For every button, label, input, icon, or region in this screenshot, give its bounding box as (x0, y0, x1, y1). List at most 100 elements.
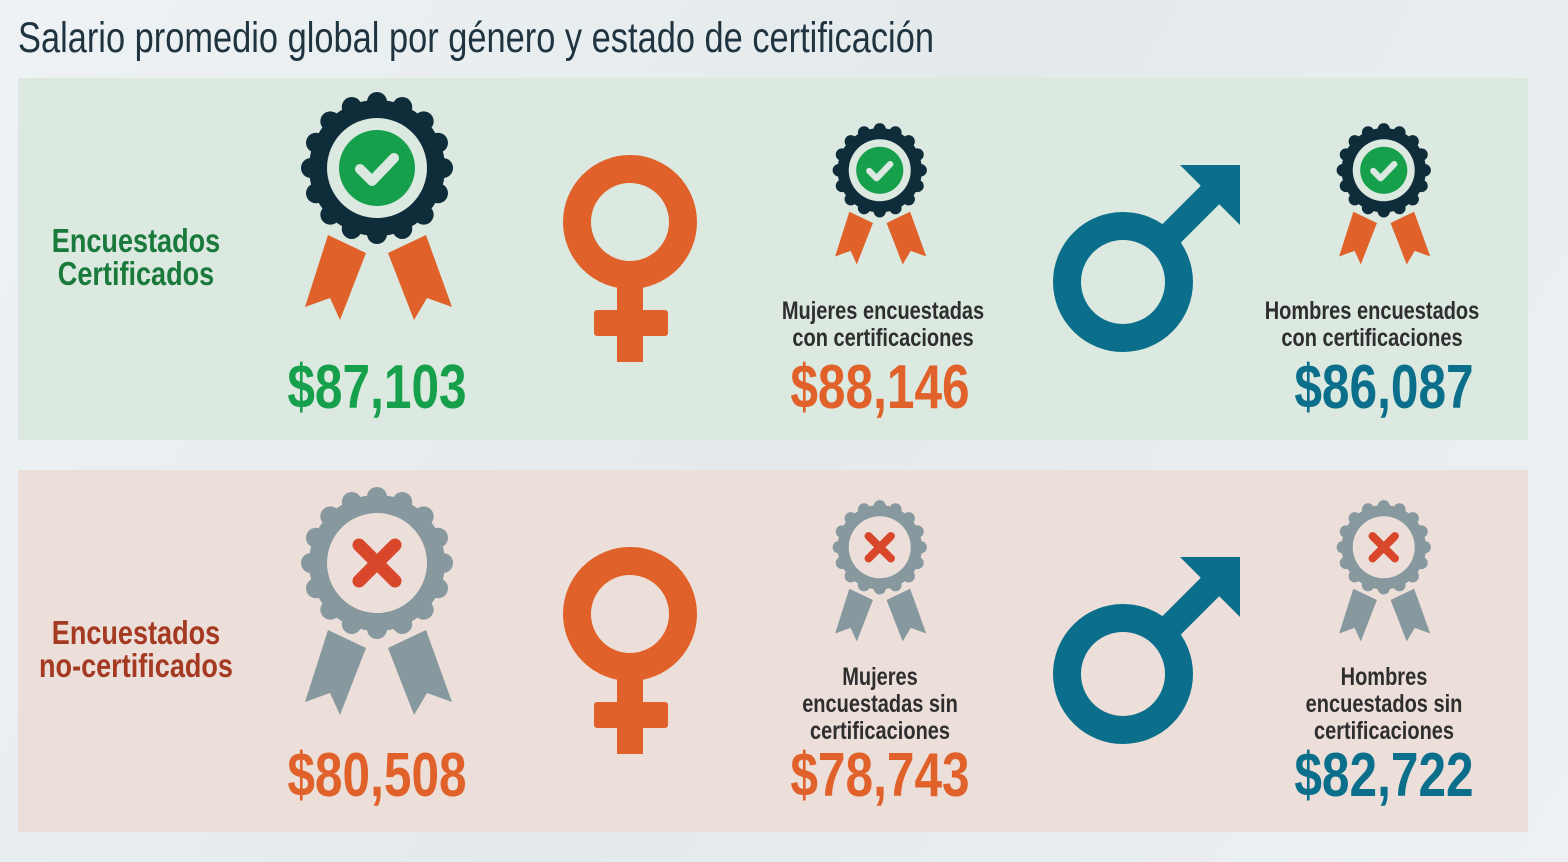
non-certified-row-label: Encuestados no-certificados (39, 616, 233, 682)
rosette-scallop (844, 569, 858, 583)
women-non-certified-description: Mujeres encuestadas sin certificaciones (802, 664, 958, 745)
non-certified-overall-salary: $80,508 (287, 741, 467, 810)
desc-line: con certificaciones (792, 324, 974, 352)
rosette-scallop (367, 619, 387, 639)
rosette-scallop (367, 487, 387, 507)
rosette-scallop (1415, 556, 1428, 570)
certified-panel (18, 78, 1528, 440)
women-certified-badge-icon (832, 123, 927, 265)
men-certified-salary: $86,087 (1294, 353, 1474, 422)
rosette-scallop (1336, 164, 1350, 177)
rosette-scallop (1336, 541, 1350, 554)
ribbon-right (1390, 211, 1431, 265)
rosette-scallop (413, 506, 434, 527)
rosette-scallop (1393, 126, 1406, 139)
rosette-scallop (1339, 525, 1353, 538)
desc-line: Mujeres (842, 663, 918, 691)
rosette-scallop (889, 503, 902, 516)
check-icon (866, 160, 894, 182)
rosette-scallop (1361, 126, 1375, 139)
row-label-line: Certificados (57, 255, 215, 292)
check-circle (1360, 146, 1408, 194)
rosette-scallop (857, 201, 871, 215)
desc-line: certificaciones (1313, 717, 1455, 745)
ribbon-right (886, 588, 927, 642)
rosette-scallop (427, 527, 448, 548)
ribbon-right (886, 211, 927, 265)
rosette-scallop (911, 556, 924, 570)
rosette-scallop (873, 500, 886, 513)
x-icon (1368, 532, 1399, 563)
rosette-scallop (857, 126, 871, 139)
rosette-scallop (301, 158, 321, 178)
rosette-scallop (306, 578, 327, 599)
rosette-scallop (835, 556, 849, 570)
rosette-scallop (392, 97, 413, 118)
rosette-scallop (1339, 556, 1353, 570)
rosette-scallop (835, 179, 849, 193)
rosette-scallop (392, 613, 413, 634)
rosette-scallop (320, 111, 341, 132)
rosette-scallop (427, 183, 448, 204)
rosette-scallop (889, 578, 902, 592)
desc-line: Hombres encuestados (1264, 297, 1480, 325)
rosette-scallop (1406, 569, 1419, 583)
rosette-scallop (902, 569, 915, 583)
rosette-scallop (1415, 525, 1428, 538)
rosette-scallop (873, 581, 886, 595)
row-label-line: Encuestados (51, 614, 221, 651)
row-label-line: no-certificados (39, 647, 233, 684)
men-non-certified-salary: $82,722 (1294, 741, 1474, 810)
rosette-scallop (1377, 123, 1390, 136)
rosette-scallop (413, 599, 434, 620)
certified-overall-salary: $87,103 (287, 353, 467, 422)
rosette-scallop (911, 525, 924, 538)
rosette-scallop (902, 135, 915, 148)
rosette-scallop (1339, 148, 1353, 161)
rosette-scallop (306, 132, 327, 153)
rosette-scallop (1406, 512, 1419, 525)
rosette-scallop (1418, 541, 1431, 554)
rosette-scallop (914, 541, 927, 554)
rosette-scallop (844, 192, 858, 206)
women-non-certified-badge-icon (832, 500, 927, 642)
rosette-scallop (1361, 503, 1375, 516)
ribbon-right (388, 235, 452, 320)
men-non-certified-badge-icon (1336, 500, 1431, 642)
rosette-scallop (320, 506, 341, 527)
rosette-scallop (392, 492, 413, 513)
page-title: Salario promedio global por género y est… (18, 14, 934, 62)
check-icon (355, 153, 399, 186)
rosette-scallop (857, 578, 871, 592)
rosette-scallop (1406, 135, 1419, 148)
rosette-scallop (873, 204, 886, 218)
desc-line: Hombres (1340, 663, 1428, 691)
rosette-scallop (427, 578, 448, 599)
rosette-scallop (306, 183, 327, 204)
rosette-scallop (832, 541, 846, 554)
ribbon-left (835, 211, 873, 265)
desc-line: encuestados sin (1305, 690, 1463, 718)
non-certified-panel (18, 470, 1528, 832)
row-label-line: Encuestados (51, 222, 221, 259)
female-symbol-icon (563, 155, 697, 362)
rosette-scallop (1361, 201, 1375, 215)
rosette-scallop (433, 553, 453, 573)
rosette-scallop (392, 218, 413, 239)
men-certified-description: Hombres encuestados con certificaciones (1265, 298, 1480, 352)
rosette-scallop (1393, 578, 1406, 592)
rosette-scallop (341, 613, 362, 634)
rosette-scallop (844, 135, 858, 148)
ribbon-left (305, 630, 366, 715)
rosette-scallop (1377, 204, 1390, 218)
rosette-scallop (367, 92, 387, 112)
rosette-scallop (1393, 503, 1406, 516)
rosette-scallop (911, 148, 924, 161)
women-certified-description: Mujeres encuestadas con certificaciones (782, 298, 984, 352)
rosette-scallop (902, 192, 915, 206)
certified-row-label: Encuestados Certificados (52, 224, 220, 290)
rosette-scallop (1339, 179, 1353, 193)
rosette-scallop (914, 164, 927, 177)
rosette-scallop (433, 158, 453, 178)
check-circle (856, 146, 904, 194)
